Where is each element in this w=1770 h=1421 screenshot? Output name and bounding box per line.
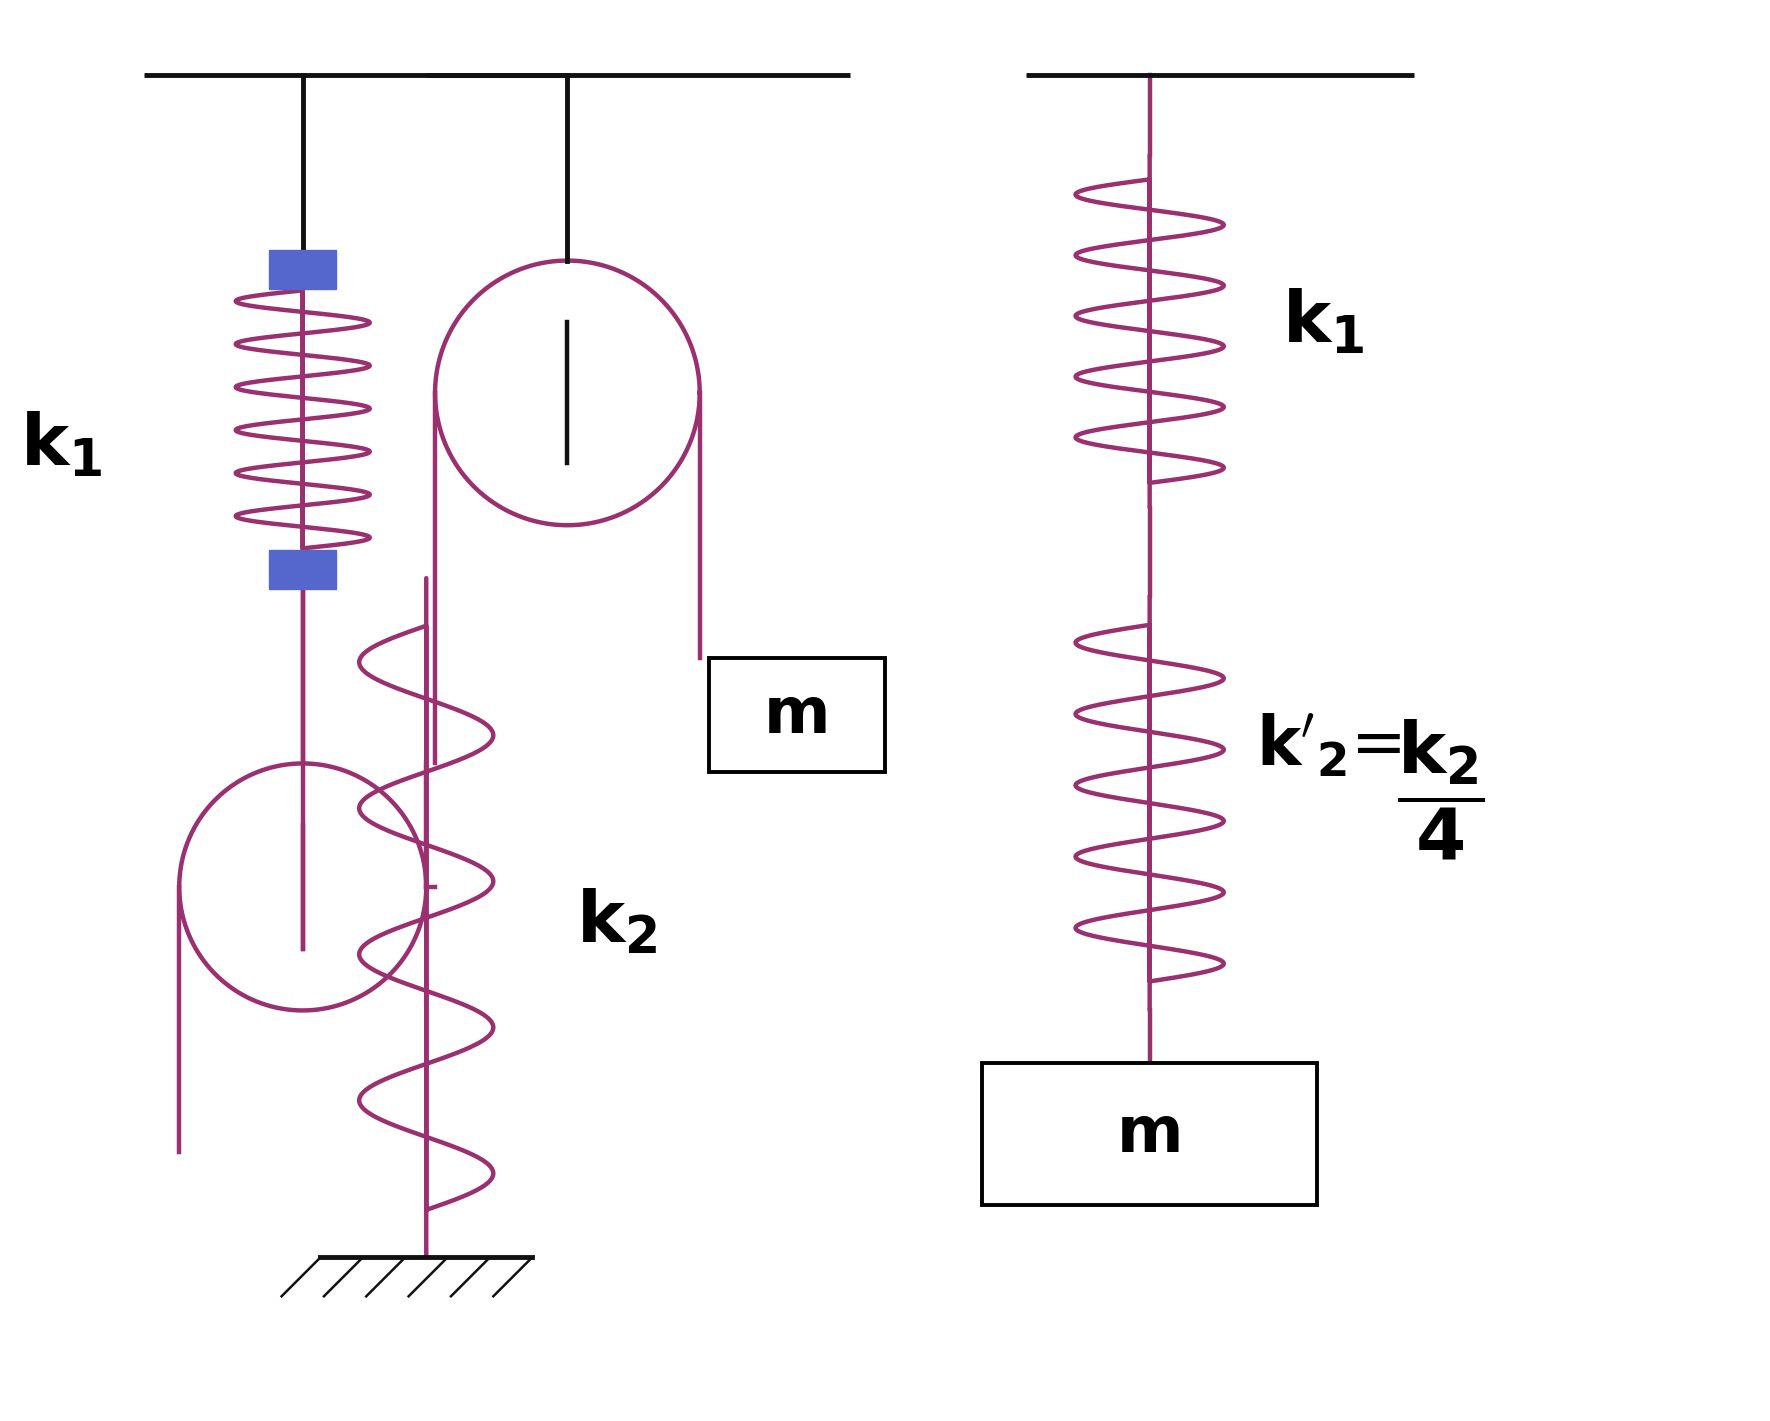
Text: m: m [763,684,830,746]
Bar [982,1063,1317,1205]
Text: $\mathbf{k'_2}$=: $\mathbf{k'_2}$= [1255,712,1400,780]
Text: $\mathbf{k_1}$: $\mathbf{k_1}$ [1281,287,1365,357]
Text: m: m [1117,1103,1182,1165]
Bar [269,550,336,588]
Bar [269,250,336,288]
Bar [708,658,885,772]
Text: $\mathbf{k_1}$: $\mathbf{k_1}$ [21,411,103,480]
Text: $\mathbf{k_2}$: $\mathbf{k_2}$ [577,887,658,958]
Text: $\mathbf{\dfrac{k_2}{4}}$: $\mathbf{\dfrac{k_2}{4}}$ [1397,718,1485,863]
